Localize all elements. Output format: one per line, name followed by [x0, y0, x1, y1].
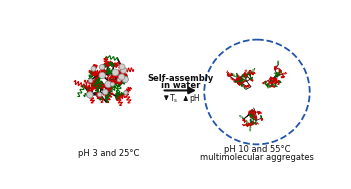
Circle shape: [102, 89, 108, 95]
Text: Self-assembly: Self-assembly: [147, 74, 213, 83]
Circle shape: [120, 67, 126, 73]
Circle shape: [122, 76, 128, 83]
Circle shape: [105, 81, 112, 88]
Circle shape: [91, 66, 96, 71]
Circle shape: [88, 79, 93, 83]
Text: in water: in water: [161, 81, 200, 90]
Circle shape: [99, 72, 105, 79]
Circle shape: [119, 74, 125, 80]
Circle shape: [87, 92, 93, 98]
Circle shape: [119, 64, 125, 70]
Text: multimolecular aggregates: multimolecular aggregates: [200, 153, 314, 162]
Circle shape: [99, 64, 105, 70]
Text: pH 10 and 55°C: pH 10 and 55°C: [224, 145, 290, 154]
Text: s: s: [174, 98, 177, 103]
Text: T: T: [170, 94, 175, 103]
Circle shape: [112, 69, 119, 76]
Text: pH: pH: [190, 94, 200, 103]
Circle shape: [117, 78, 121, 82]
Text: pH 3 and 25°C: pH 3 and 25°C: [78, 149, 139, 158]
Circle shape: [124, 91, 128, 95]
Circle shape: [98, 92, 102, 97]
Circle shape: [111, 82, 114, 86]
